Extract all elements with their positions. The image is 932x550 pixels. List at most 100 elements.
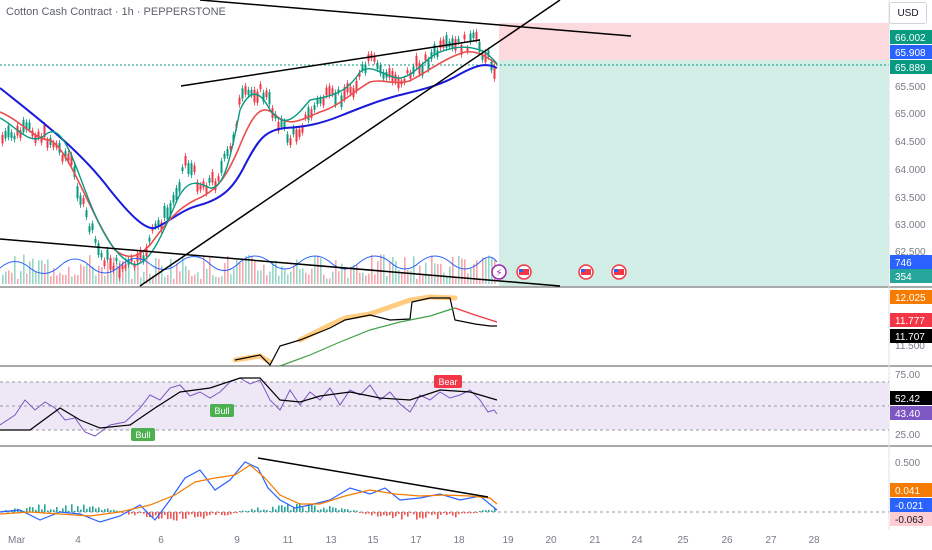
macd-hist-bar	[446, 512, 448, 516]
volume-bar	[455, 277, 457, 284]
volume-bar	[440, 263, 442, 284]
candle-body	[106, 249, 109, 260]
price-tag: 0.041	[890, 483, 932, 497]
volume-bar	[98, 265, 100, 284]
volume-bar	[473, 263, 475, 284]
pane2-indicator	[232, 294, 498, 367]
volume-bar	[362, 272, 364, 284]
candle-body	[343, 87, 346, 100]
volume-bar	[158, 258, 160, 284]
volume-bar	[74, 274, 76, 284]
volume-bar	[65, 274, 67, 284]
volume-bar	[26, 273, 28, 284]
time-tick: 6	[158, 535, 164, 546]
bottom-support-line[interactable]	[0, 238, 561, 287]
volume-bar	[398, 270, 400, 284]
candle-body	[226, 148, 229, 157]
macd-hist-bar	[395, 512, 397, 517]
volume-bar	[452, 257, 454, 284]
candle-body	[208, 178, 211, 183]
chart-title[interactable]: Cotton Cash Contract · 1h · PEPPERSTONE	[6, 6, 226, 18]
candle-body	[142, 255, 145, 262]
volume-bar	[188, 270, 190, 284]
price-tag: 43.40	[890, 406, 932, 420]
volume-bar	[263, 264, 265, 284]
macd-hist-bar	[413, 512, 415, 515]
candle-body	[379, 65, 382, 74]
macd-hist-bar	[422, 512, 424, 519]
volume-bar	[290, 271, 292, 284]
volume-bar	[191, 275, 193, 284]
lower-trendline[interactable]	[139, 0, 561, 287]
us-flag-icon[interactable]	[516, 264, 532, 280]
macd-hist-bar	[212, 512, 214, 514]
volume-bar	[416, 278, 418, 284]
volume-bar	[359, 272, 361, 284]
macd-hist-bar	[242, 510, 244, 512]
volume-bar	[245, 255, 247, 284]
volume-bar	[323, 274, 325, 284]
candle-body	[259, 84, 262, 90]
svg-text:11.707: 11.707	[895, 332, 925, 343]
time-tick: 20	[545, 535, 557, 546]
volume-bar	[401, 273, 403, 284]
macd-hist-bar	[110, 510, 112, 512]
macd-hist-bar	[56, 506, 58, 512]
macd-hist-bar	[389, 512, 391, 516]
macd-hist-bar	[86, 508, 88, 512]
volume-bar	[11, 272, 13, 284]
svg-text:65.889: 65.889	[895, 63, 926, 74]
macd-hist-bar	[341, 508, 343, 512]
macd-hist-bar	[251, 508, 253, 512]
candle-body	[181, 167, 184, 172]
candle-body	[37, 131, 40, 138]
event-icons[interactable]: ⚡	[491, 264, 627, 280]
volume-bar	[86, 263, 88, 284]
volume-bar	[89, 255, 91, 284]
volume-bar	[275, 260, 277, 284]
candle-body	[52, 142, 55, 148]
take-profit-zone[interactable]	[499, 60, 889, 286]
upper-trendline[interactable]	[180, 39, 481, 87]
price-tick: 65.000	[895, 109, 926, 120]
us-flag-icon[interactable]	[578, 264, 594, 280]
volume-bar	[338, 271, 340, 284]
volume-bar	[479, 278, 481, 284]
candle-body	[88, 226, 91, 232]
candle-body	[316, 98, 319, 105]
volume-bar	[107, 262, 109, 284]
volume-bar	[131, 278, 133, 284]
macd-hist-bar	[71, 504, 73, 512]
volume-bar	[377, 260, 379, 284]
time-tick: 9	[234, 535, 240, 546]
volume-bar	[92, 266, 94, 284]
candle-body	[319, 98, 322, 104]
macd-hist-bar	[221, 512, 223, 516]
svg-text:65.908: 65.908	[895, 48, 926, 59]
price-tag: 354	[890, 269, 932, 283]
candle-body	[19, 130, 22, 139]
currency-button[interactable]: USD	[889, 2, 927, 24]
lightning-icon[interactable]	[491, 264, 507, 280]
volume-bar	[80, 264, 82, 284]
candle-body	[10, 132, 13, 139]
volume-bar	[197, 272, 199, 284]
candle-body	[124, 264, 127, 269]
volume-bar	[242, 260, 244, 284]
volume-bar	[206, 268, 208, 284]
candle-body	[277, 121, 280, 132]
candle-body	[442, 39, 445, 48]
volume-bar	[203, 255, 205, 284]
macd-divergence-line[interactable]	[257, 457, 489, 498]
time-axis[interactable]: Mar 4 6 9 11 13 15 17 18 19 20 21 24 25 26 27 28	[8, 535, 820, 546]
us-flag-icon[interactable]	[611, 264, 627, 280]
macd-hist-bar	[185, 512, 187, 519]
volume-bar	[68, 266, 70, 284]
macd-hist-bar	[164, 512, 166, 515]
top-resistance-line[interactable]	[199, 0, 632, 37]
stop-loss-zone[interactable]	[499, 23, 889, 60]
candle-body	[199, 185, 202, 190]
candle-body	[43, 124, 46, 138]
volume-bar	[410, 270, 412, 284]
